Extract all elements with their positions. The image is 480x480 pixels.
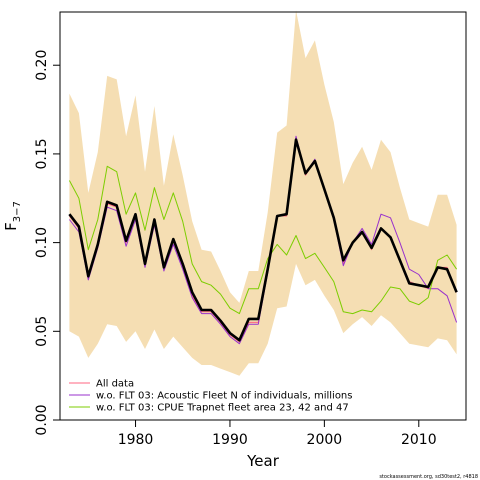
x-tick-label: 2010	[401, 432, 437, 448]
series-lines	[68, 135, 458, 345]
y-tick-label: 0.20	[34, 50, 50, 81]
x-tick-label: 2000	[307, 432, 343, 448]
svg-text:F3−7: F3−7	[2, 201, 23, 231]
x-tick-label: 1990	[212, 432, 248, 448]
confidence-band	[69, 10, 457, 376]
y-axis-title-subscript: 3−7	[12, 201, 23, 222]
y-tick-label: 0.05	[34, 316, 50, 347]
y-axis-title-main: F	[2, 222, 20, 231]
y-tick-label: 0.10	[34, 227, 50, 258]
y-axis-title: F3−7	[2, 201, 23, 231]
series-line-4	[68, 138, 458, 342]
credit-text: stockassessment.org, sd30test2, r4818	[379, 474, 478, 480]
y-tick-label: 0.00	[34, 404, 50, 435]
x-tick-label: 1980	[118, 432, 154, 448]
legend-label-3: w.o. FLT 03: CPUE Trapnet fleet area 23,…	[96, 403, 349, 414]
legend-label-2: w.o. FLT 03: Acoustic Fleet N of individ…	[96, 391, 352, 402]
legend-label-1: All data	[96, 379, 134, 390]
y-tick-label: 0.15	[34, 138, 50, 169]
plot-area	[68, 10, 458, 376]
x-axis: 1980 1990 2000 2010	[118, 419, 437, 448]
series-line-3	[68, 165, 458, 315]
x-axis-title: Year	[246, 452, 280, 470]
y-axis: 0.00 0.05 0.10 0.15 0.20	[34, 50, 60, 436]
